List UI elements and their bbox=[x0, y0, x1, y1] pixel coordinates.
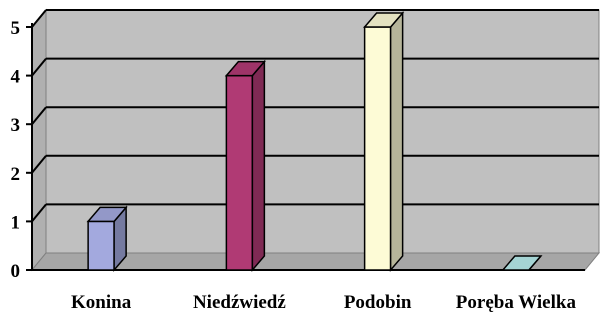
bar-konina bbox=[86, 205, 128, 273]
category-label: Niedźwiedź bbox=[193, 292, 286, 313]
side-wall bbox=[31, 8, 47, 272]
gridline-side bbox=[31, 203, 47, 223]
axes bbox=[26, 23, 585, 271]
bar-top bbox=[501, 255, 543, 271]
category-labels: Konina Niedźwiedź Podobin Poręba Wielka bbox=[71, 292, 576, 313]
y-tick-label: 0 bbox=[11, 261, 21, 282]
bar-top bbox=[86, 206, 128, 223]
gridline-side bbox=[31, 155, 47, 174]
bar-side bbox=[251, 59, 266, 273]
y-tick-label: 4 bbox=[11, 67, 21, 88]
category-label: Poręba Wielka bbox=[456, 292, 577, 313]
bar-side bbox=[389, 10, 404, 273]
y-tick-label: 1 bbox=[11, 212, 21, 233]
y-tick-label: 5 bbox=[11, 18, 21, 39]
bar-top bbox=[362, 12, 405, 28]
y-tick-label: 2 bbox=[11, 164, 21, 185]
gridline-side bbox=[31, 57, 47, 77]
category-label: Podobin bbox=[344, 292, 412, 313]
bar-top bbox=[224, 60, 267, 77]
bar-front bbox=[363, 26, 392, 271]
y-tick-label: 3 bbox=[11, 115, 21, 136]
bar-niedźwiedź bbox=[224, 59, 267, 273]
bar-front bbox=[87, 220, 115, 271]
y-tick-labels: 0 1 2 3 4 5 bbox=[11, 18, 21, 282]
gridline-side bbox=[31, 106, 47, 125]
bar-podobin bbox=[362, 10, 405, 273]
back-wall bbox=[45, 9, 600, 254]
bar-front bbox=[225, 74, 254, 271]
category-label: Konina bbox=[71, 292, 132, 313]
gridline-side bbox=[31, 9, 47, 28]
gridlines bbox=[31, 9, 599, 223]
bars bbox=[86, 10, 543, 273]
bar-poręba-wielka bbox=[501, 255, 543, 271]
